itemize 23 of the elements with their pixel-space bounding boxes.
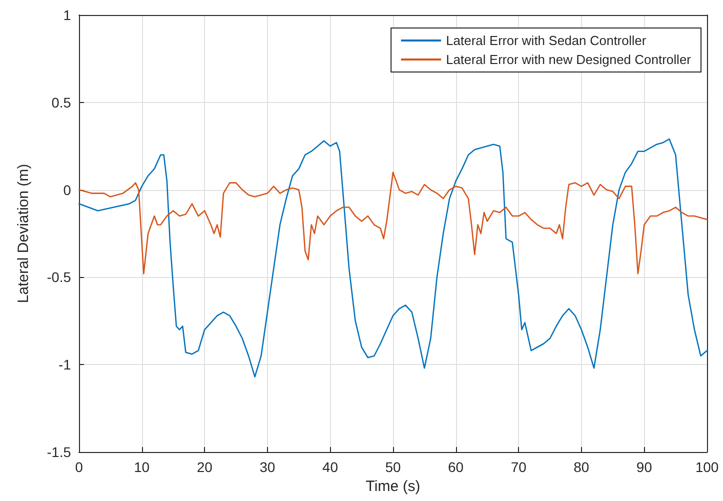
x-tick-label: 60 <box>448 459 464 475</box>
line-series <box>78 138 708 378</box>
x-tick-label: 0 <box>75 459 84 475</box>
y-tick-label: 0.5 <box>52 94 72 110</box>
x-tick-label: 100 <box>695 459 719 475</box>
x-tick-label: 70 <box>510 459 527 475</box>
y-tick-label: 1 <box>63 7 72 23</box>
x-tick-label: 80 <box>574 459 590 475</box>
x-tick-label: 40 <box>322 459 338 475</box>
y-tick-label: -1 <box>58 356 72 373</box>
x-tick-label: 10 <box>134 459 150 475</box>
x-tick-label: 90 <box>636 459 652 475</box>
y-tick-label: 0 <box>63 182 72 198</box>
legend-label: Lateral Error with new Designed Controller <box>446 52 692 67</box>
y-tick-label: -0.5 <box>46 269 72 286</box>
line-series <box>78 172 708 274</box>
y-axis-title: Lateral Deviation (m) <box>15 164 32 304</box>
x-tick-label: 50 <box>385 459 401 475</box>
y-tick-label: -1.5 <box>46 444 72 460</box>
x-tick-label: 20 <box>196 459 213 475</box>
x-axis-title: Time (s) <box>366 478 420 495</box>
legend-label: Lateral Error with Sedan Controller <box>446 33 647 48</box>
x-tick-label: 30 <box>260 459 276 475</box>
